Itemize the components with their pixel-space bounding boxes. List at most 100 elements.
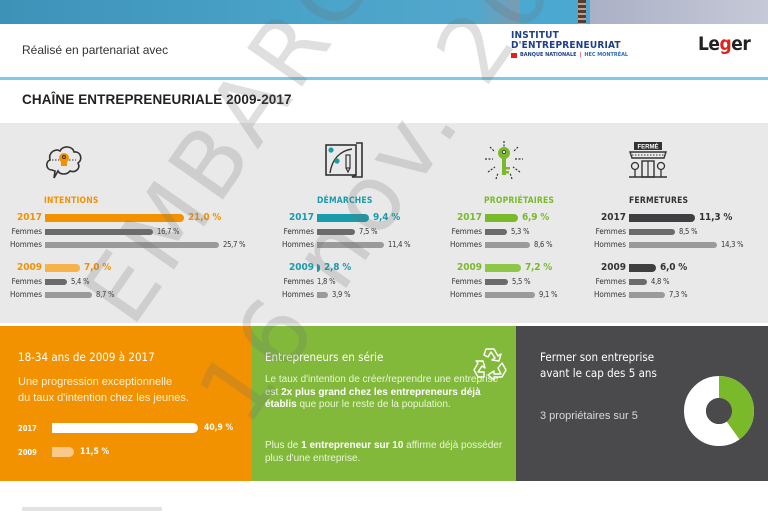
panel-closures-title-line2: avant le cap des 5 ans (540, 366, 657, 380)
value-label: 3,9 % (332, 290, 351, 299)
value-label: 7,3 % (669, 290, 688, 299)
value-label: 7,2 % (525, 262, 553, 273)
bar-row-2009-total: 2009 6,0 % (580, 261, 687, 274)
recycle-icon (473, 348, 507, 381)
bar-demarches-2009 (317, 263, 320, 272)
lightbulb-thought-icon (46, 146, 82, 179)
bar-row-2009-femmes: Femmes 1,8 % (260, 275, 336, 288)
value-label: 8,7 % (96, 290, 115, 299)
bar-row-2009-femmes: Femmes 4,8 % (580, 275, 670, 288)
closures-donut-chart (684, 376, 754, 446)
leger-logo-prefix: Le (698, 33, 720, 55)
value-label: 25,7 % (223, 240, 246, 249)
panel-youth-text-line2: du taux d'intention chez les jeunes. (18, 392, 189, 404)
value-label: 40,9 % (204, 423, 234, 433)
category-label-proprietaires: PROPRIÉTAIRES (484, 196, 555, 206)
bar-proprietaires-2017-hommes (485, 241, 530, 248)
group-fermetures: FERMÉ FERMETURES 2017 11,3 % Femmes 8,5 … (580, 123, 768, 323)
hommes-label: Hommes (9, 240, 42, 249)
partner-bar: Réalisé en partenariat avec INSTITUT D'E… (0, 24, 768, 80)
value-label: 9,4 % (373, 212, 401, 223)
svg-text:FERMÉ: FERMÉ (638, 143, 659, 151)
bar-row-2009-hommes: Hommes 3,9 % (260, 288, 351, 301)
value-label: 4,8 % (651, 277, 670, 286)
panel-youth-title: 18-34 ans de 2009 à 2017 (18, 350, 155, 364)
bar-row-2009-hommes: Hommes 8,7 % (0, 288, 115, 301)
bar-row-2017-total: 2017 9,4 % (260, 211, 400, 224)
value-label: 5,4 % (71, 277, 90, 286)
femmes-label: Femmes (11, 227, 42, 236)
bar-demarches-2017-hommes (317, 241, 384, 248)
value-label: 5,5 % (512, 277, 531, 286)
value-label: 7,5 % (359, 227, 378, 236)
bar-proprietaires-2009-femmes (485, 278, 508, 285)
value-label: 16,7 % (157, 227, 180, 236)
bar-row-2017-hommes: Hommes 11,4 % (260, 238, 411, 251)
bar-fermetures-2009-hommes (629, 291, 665, 298)
bar-row-2017-total: 2017 21,0 % (0, 211, 221, 224)
femmes-label: Femmes (11, 277, 42, 286)
year-label: 2009 (18, 447, 37, 457)
year-label: 2009 (600, 262, 626, 273)
value-label: 9,1 % (539, 290, 558, 299)
bar-row-2017-hommes: Hommes 14,3 % (580, 238, 744, 251)
year-label: 2009 (16, 262, 42, 273)
bar-fermetures-2017-hommes (629, 241, 717, 248)
bar-intentions-2017-hommes (45, 241, 219, 248)
year-label: 2017 (456, 212, 482, 223)
category-label-intentions: INTENTIONS (44, 196, 99, 206)
hero-photo-banner (0, 0, 768, 24)
entrepreneurial-chain-chart: INTENTIONS 2017 21,0 % Femmes 16,7 % Hom… (0, 123, 768, 323)
hommes-label: Hommes (593, 240, 626, 249)
next-section-title-faded (22, 507, 162, 511)
panel-closures-title-line1: Fermer son entreprise (540, 350, 655, 364)
leger-logo-suffix: er (731, 33, 751, 55)
leger-logo-g: g (719, 33, 732, 55)
year-label: 2009 (456, 262, 482, 273)
institut-logo-line1: INSTITUT (511, 30, 560, 41)
value-label: 6,9 % (522, 212, 550, 223)
leger-logo[interactable]: Leger (698, 33, 751, 55)
banque-nationale-flag-icon (511, 53, 517, 59)
bar-row-2009-hommes: Hommes 7,3 % (580, 288, 688, 301)
bar-row-2017-hommes: Hommes 25,7 % (0, 238, 246, 251)
partner-label: Réalisé en partenariat avec (22, 43, 169, 57)
panel-youth-18-34: 18-34 ans de 2009 à 2017 Une progression… (0, 326, 252, 481)
bar-row-2017-total: 2017 11,3 % (580, 211, 732, 224)
value-label: 11,5 % (80, 447, 110, 457)
group-demarches: DÉMARCHES 2017 9,4 % Femmes 7,5 % Hommes… (260, 123, 430, 323)
bar-fermetures-2009-femmes (629, 278, 647, 285)
bar-row-2017-hommes: Hommes 8,6 % (430, 238, 553, 251)
value-label: 7,0 % (84, 262, 112, 273)
group-proprietaires: PROPRIÉTAIRES 2017 6,9 % Femmes 5,3 % Ho… (430, 123, 590, 323)
bar-proprietaires-2017 (485, 213, 518, 222)
femmes-label: Femmes (283, 227, 314, 236)
value-label: 11,3 % (699, 212, 733, 223)
bar-fermetures-2017-femmes (629, 228, 675, 235)
panel-serial-title: Entrepreneurs en série (265, 350, 384, 364)
value-label: 21,0 % (188, 212, 222, 223)
year-label: 2009 (288, 262, 314, 273)
femmes-label: Femmes (283, 277, 314, 286)
value-label: 1,8 % (317, 277, 336, 286)
bar-intentions-2009-hommes (45, 291, 92, 298)
femmes-label: Femmes (595, 227, 626, 236)
plan-map-icon (325, 142, 363, 178)
bar-intentions-2009 (45, 263, 80, 272)
institut-logo-line3: BANQUE NATIONALE | HEC MONTRÉAL (511, 52, 628, 59)
bar-demarches-2009-hommes (317, 291, 328, 298)
femmes-label: Femmes (451, 277, 482, 286)
hommes-label: Hommes (281, 290, 314, 299)
panel-serial-paragraph2: Plus de 1 entrepreneur sur 10 affirme dé… (265, 440, 503, 464)
bar-demarches-2017 (317, 213, 369, 222)
bar-row-2009-total: 2009 2,8 % (260, 261, 351, 274)
institut-entrepreneuriat-logo[interactable]: INSTITUT D'ENTREPRENEURIAT BANQUE NATION… (511, 31, 628, 59)
hommes-label: Hommes (449, 240, 482, 249)
donut-segment-green (684, 376, 754, 446)
bar-row-2009-total: 2009 7,0 % (0, 261, 111, 274)
bar-row-2017-femmes: Femmes 7,5 % (260, 225, 378, 238)
next-section-strip (0, 481, 768, 512)
bar-row-2009-femmes: Femmes 5,4 % (0, 275, 90, 288)
bar-demarches-2017-femmes (317, 228, 355, 235)
youth-bar-2017: 2017 40,9 % (18, 423, 233, 433)
